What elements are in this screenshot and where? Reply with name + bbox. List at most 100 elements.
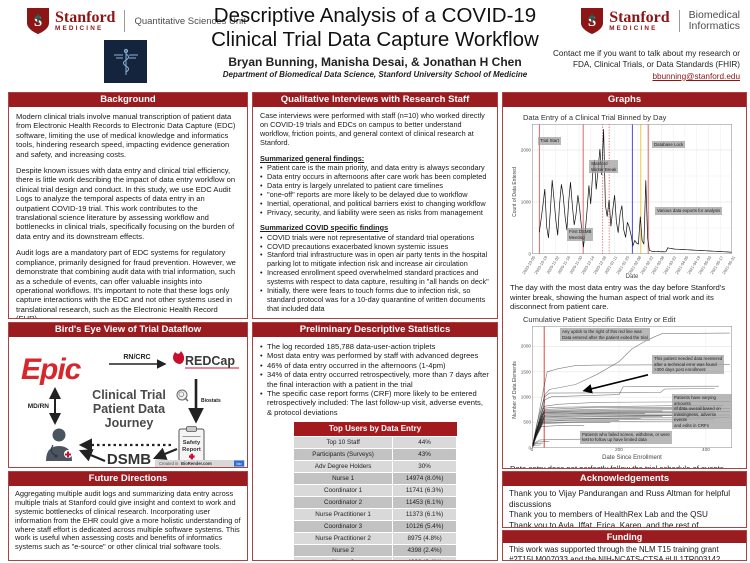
- y-tick: 0: [528, 251, 531, 257]
- trial-dataflow-diagram: Epic RN/CRC REDCap MD/RN Clinical Trial …: [21, 351, 245, 467]
- y-tick: 500: [523, 419, 531, 425]
- list-item: Thank you to Ayla, Iffat, Erica, Karen, …: [509, 520, 699, 528]
- chart1-annotations: Trial Start Stanford Winter Break Database…: [532, 124, 732, 254]
- list-item: • Initially, there were fears to touch fo…: [260, 286, 486, 313]
- chart2-y-ticks: 0 500 1000 1500 2000: [518, 326, 532, 451]
- interviews-intro: Case interviews were performed with staf…: [260, 111, 485, 147]
- y-tick: 1000: [520, 394, 531, 400]
- x-tick: 200: [614, 447, 623, 453]
- table-row: Coordinator 2 11453 (6.1%): [292, 496, 457, 510]
- redcap-flame-icon: [173, 351, 185, 364]
- table-title: Top Users by Data Entry: [293, 422, 457, 437]
- funding-section: Funding This work was supported through …: [502, 530, 747, 561]
- chart2-annotations: Any uptick to the right of this red line…: [532, 326, 732, 448]
- list-item: • Increased enrollment speed overwhelmed …: [260, 268, 489, 287]
- statistics-list: • The log recorded 185,788 data-user-acti…: [260, 342, 490, 417]
- top-users-table: Top Users by Data Entry Top 10 Staff 44% P…: [292, 422, 457, 560]
- contact-block: Contact me if you want to talk about my …: [552, 49, 740, 81]
- chart-annotation: Any uptick to the right of this red line…: [560, 328, 650, 342]
- logo-divider: [124, 10, 126, 32]
- authors: Bryan Bunning, Manisha Desai, & Jonathan…: [228, 55, 522, 70]
- safety-report-icon: Safety Report: [178, 426, 205, 463]
- chart2-title: Cumulative Patient Specific Data Entry o…: [523, 314, 676, 324]
- list-item: • COVID precautions exacerbated known sys…: [260, 241, 449, 251]
- section-header: Preliminary Descriptive Statistics: [253, 323, 497, 337]
- caduceus-icon: [113, 48, 138, 75]
- table-row: Nurse Practitioner 1 11373 (6.1%): [292, 508, 457, 522]
- chart-annotation: Various data exports for analysis: [655, 207, 723, 215]
- list-item: • Inertial, operational, and political ba…: [260, 199, 486, 209]
- list-item: • Privacy, security, and liability were s…: [260, 207, 483, 217]
- chart2-x-ticks: 0 200 400: [530, 447, 732, 455]
- future-directions-section: Future Directions Aggregating multiple a…: [8, 471, 248, 561]
- dsmb-to-clinician-arrow: [78, 449, 106, 463]
- table-row: Nurse 34393 (2.4%): [292, 556, 457, 560]
- chart2-caption: Data entry does not perfectly follow the…: [510, 463, 724, 469]
- y-tick: 1500: [520, 369, 531, 375]
- title-block: Descriptive Analysis of a COVID-19 Clinic…: [180, 4, 570, 79]
- center-caption-line3: Journey: [105, 416, 154, 430]
- unit-name: Biomedical Informatics: [688, 9, 740, 32]
- stanford-wordmark: Stanford: [609, 9, 670, 26]
- list-item: • Data entry occurs in afternoons after c…: [260, 172, 487, 182]
- funding-text: This work was supported through the NLM …: [509, 545, 721, 561]
- list-item: • Stanford trial infrastructure was in op…: [260, 250, 488, 269]
- table-row: Participants (Surveys) 43%: [292, 448, 457, 462]
- chart1-x-axis-label: Date: [625, 274, 639, 280]
- epic-logo: Epic: [21, 353, 82, 386]
- list-item: • COVID trials were not representative of…: [260, 232, 475, 242]
- stanford-medicine-qsu-logo: S Stanford MEDICINE Quantitative Science…: [26, 7, 246, 35]
- safety-report-label-line2: Report: [182, 447, 201, 453]
- x-tick: 0: [530, 447, 534, 453]
- stanford-shield-icon: S: [27, 8, 49, 34]
- covid-findings-list: • COVID trials were not representative of…: [260, 232, 490, 314]
- redcap-logo: REDCap: [185, 354, 235, 368]
- y-tick: 0: [528, 445, 531, 451]
- center-caption-line2: Patient Data: [93, 402, 166, 416]
- general-findings-list: • Patient care is the main priority, and …: [260, 164, 490, 217]
- list-item: • Patient care is the main priority, and …: [260, 163, 485, 173]
- table-row: Nurse Practitioner 2 8975 (4.8%): [292, 532, 457, 546]
- chart-annotation: Patients have varying amounts of data ov…: [672, 394, 732, 430]
- list-item: Thank you to members of HealthRex Lab an…: [509, 510, 708, 520]
- dsmb-label: DSMB: [107, 451, 151, 467]
- chart-annotation: Trial Start: [538, 137, 561, 145]
- section-header: Background: [9, 93, 247, 107]
- svg-text:Created in: Created in: [159, 461, 179, 466]
- table-row: Coordinator 1 11741 (6.3%): [292, 484, 457, 498]
- chart-annotation: Patients who failed screen, withdrew, or…: [580, 430, 672, 444]
- chart1: Count of Data Entered 0 1000 2000 Trial St…: [509, 124, 740, 257]
- chart2-x-axis-label: Date Since Enrollment: [602, 454, 662, 461]
- y-tick: 2000: [520, 343, 531, 349]
- table-row: Top 10 Staff 44%: [292, 436, 457, 450]
- chart-annotation: First DSMB Meeting: [567, 228, 594, 241]
- magnifier-lens: [178, 391, 185, 398]
- list-item: • The log recorded 185,788 data-user-acti…: [260, 342, 436, 351]
- medicine-wordmark: MEDICINE: [55, 25, 104, 32]
- chart2: Number of Data Elements 0 500 1000 1500 2000…: [509, 325, 740, 451]
- md-rn-label: MD/RN: [28, 403, 50, 410]
- chart1-plot: [532, 124, 732, 254]
- biostats-label: Biostats: [201, 398, 221, 404]
- section-header: Acknowledgements: [503, 472, 746, 486]
- contact-email-link[interactable]: bbunning@stanford.edu: [652, 71, 740, 81]
- x-tick: 400: [701, 447, 710, 453]
- statistics-section: Preliminary Descriptive Statistics • The …: [252, 322, 498, 561]
- biorender-bio-logo: bio: [236, 462, 241, 466]
- stanford-wordmark: Stanford: [55, 9, 116, 26]
- stanford-shield-icon: S: [581, 8, 604, 34]
- chart1-title: Data Entry of a Clinical Trial Binned by…: [523, 113, 667, 122]
- chart1-y-ticks: 0 1000 2000: [518, 124, 532, 257]
- dataflow-section: Bird's Eye View of Trial Dataflow Epic R…: [8, 322, 248, 468]
- background-paragraph: Audit logs are a mandatory part of EDC s…: [16, 248, 236, 319]
- section-header: Graphs: [503, 93, 746, 107]
- table-row: Nurse 2 4398 (2.4%): [292, 544, 457, 557]
- acknowledgements-list: Thank you to Vijay Pandurangan and Russ …: [503, 486, 746, 528]
- background-paragraph: Despite known issues with data entry and…: [16, 166, 236, 241]
- list-item: • Most data entry was performed by staff …: [260, 351, 479, 361]
- background-section: Background Modern clinical trials involv…: [8, 92, 248, 319]
- caduceus-tile: [104, 40, 147, 83]
- section-header: Qualitative Interviews with Research Sta…: [253, 93, 497, 107]
- chart-annotation: Stanford Winter Break: [589, 160, 619, 174]
